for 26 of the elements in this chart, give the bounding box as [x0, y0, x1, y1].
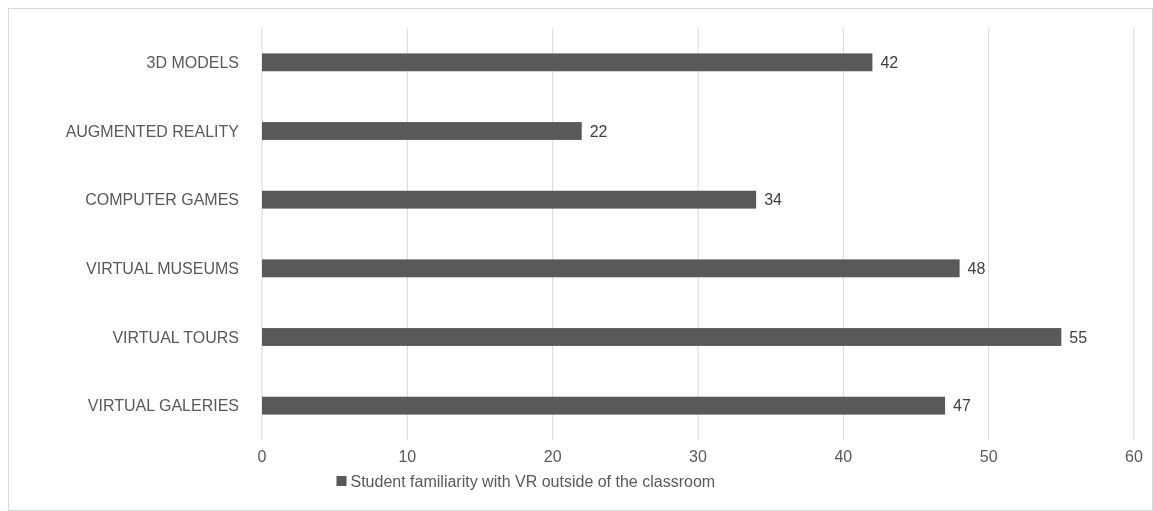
x-tick-label: 40 [834, 448, 853, 465]
data-label: 42 [880, 53, 899, 71]
y-tick-label: VIRTUAL GALERIES [87, 397, 239, 415]
y-tick-label: AUGMENTED REALITY [65, 122, 240, 140]
data-label: 55 [1069, 328, 1088, 346]
x-tick-label: 60 [1125, 448, 1143, 465]
x-tick-label: 30 [689, 448, 707, 465]
x-tick-label: 10 [398, 448, 417, 465]
data-label: 34 [764, 191, 783, 209]
data-label: 48 [967, 259, 986, 277]
bar [262, 396, 946, 415]
bar [262, 259, 960, 278]
data-label: 47 [953, 397, 971, 415]
data-label: 22 [589, 122, 608, 140]
x-tick-label: 20 [543, 448, 562, 465]
legend-label: Student familiarity with VR outside of the classroom [350, 472, 716, 490]
y-tick-label: VIRTUAL MUSEUMS [86, 259, 239, 277]
bar [262, 53, 873, 72]
y-tick-label: COMPUTER GAMES [85, 191, 239, 209]
bar [262, 328, 1062, 346]
y-tick-label: 3D MODELS [146, 53, 239, 71]
bar [262, 190, 757, 209]
x-tick-label: 50 [979, 448, 998, 465]
bar [262, 122, 582, 140]
y-tick-label: VIRTUAL TOURS [112, 328, 239, 346]
x-tick-label: 0 [257, 448, 267, 465]
